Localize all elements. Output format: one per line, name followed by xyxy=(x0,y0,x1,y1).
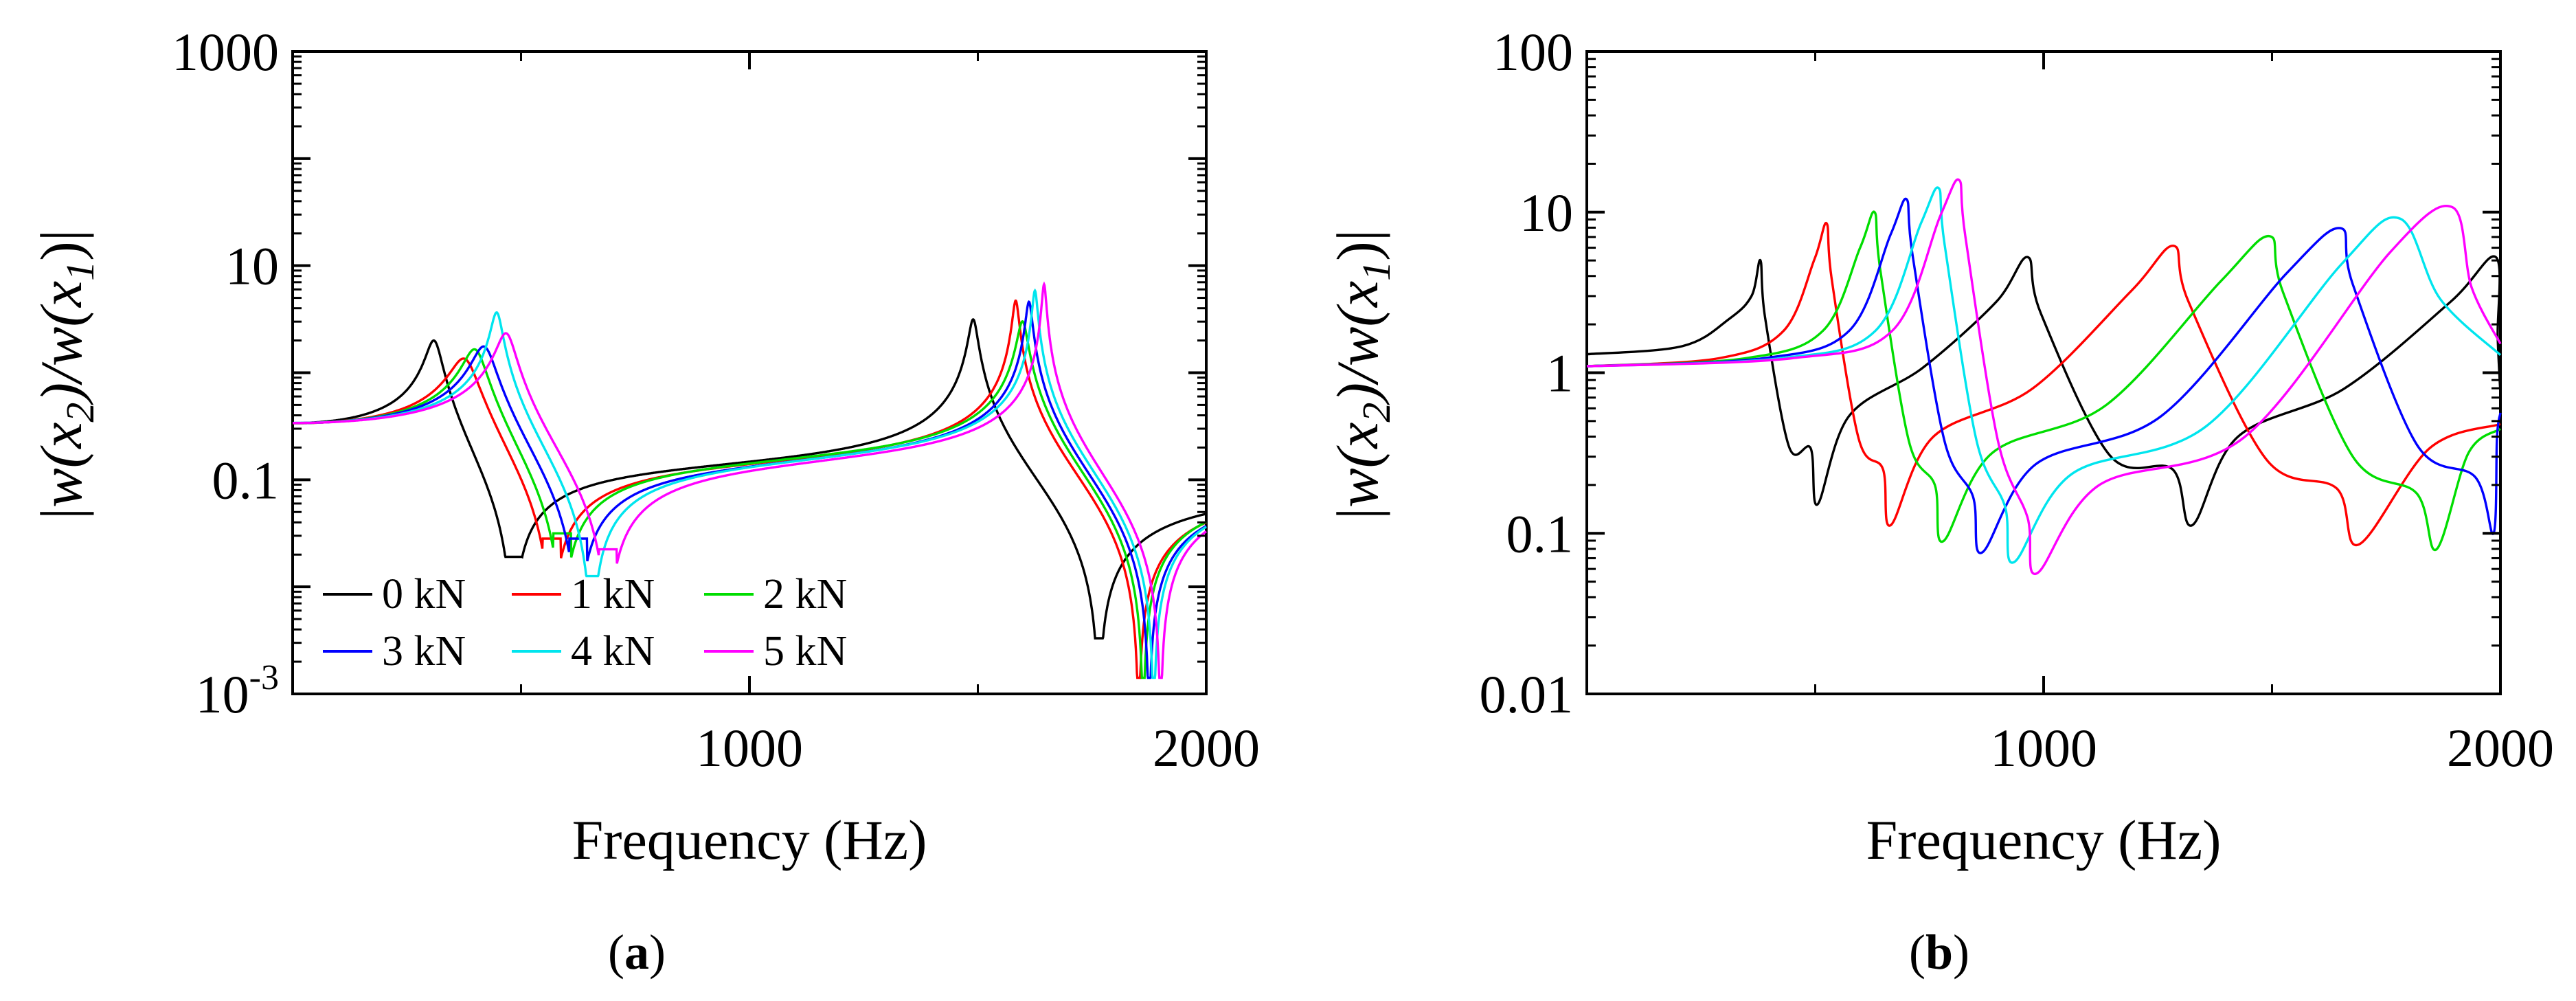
panel-a-x-axis-label: Frequency (Hz) xyxy=(572,809,927,871)
panel-a-series xyxy=(293,281,1207,679)
y-tick-label: 0.01 xyxy=(1480,664,1574,724)
y-tick-label: 1000 xyxy=(172,22,279,82)
panel-b-series-line xyxy=(1586,210,2502,552)
panel-b-sublabel: (b) xyxy=(1909,925,1969,980)
panel-a-legend: 0 kN 1 kN 2 kN 3 kN 4 kN 5 kN xyxy=(323,571,847,675)
x-tick-label: 1000 xyxy=(1990,718,2097,778)
panel-b-plot-frame xyxy=(1585,50,2502,695)
legend-label: 4 kN xyxy=(571,628,655,675)
panel-b: 100 10 1 0.1 0.01 1000 2000 Frequency (Hz) |w… xyxy=(1324,22,2554,980)
panel-b-series-line xyxy=(1586,255,2502,527)
panel-b-y-axis-label: |w(x2)/w(x1)| xyxy=(1324,229,1399,519)
panel-b-x-ticks: 1000 2000 xyxy=(1585,52,2554,778)
x-tick-label: 2000 xyxy=(2447,718,2554,778)
panel-a-series-line xyxy=(293,320,1207,679)
panel-a-x-ticks: 1000 2000 xyxy=(291,52,1260,778)
x-tick-label: 1000 xyxy=(696,718,803,778)
panel-a-y-axis-label: |w(x2)/w(x1)| xyxy=(28,229,102,519)
legend-label: 0 kN xyxy=(382,571,466,618)
legend-label: 2 kN xyxy=(763,571,847,618)
y-tick-label: 0.1 xyxy=(212,450,280,510)
panel-a-series-line xyxy=(293,318,1207,640)
y-tick-label: 10 xyxy=(1519,183,1573,243)
legend-label: 5 kN xyxy=(763,628,847,675)
panel-a-series-line xyxy=(293,299,1207,679)
panel-b-series xyxy=(1586,178,2502,575)
panel-b-series-line xyxy=(1586,186,2502,564)
y-tick-label-exponent: -3 xyxy=(249,658,279,697)
panel-b-series-line xyxy=(1586,178,2502,575)
panel-b-series-line xyxy=(1586,221,2501,547)
legend-label: 1 kN xyxy=(571,571,655,618)
y-tick-label-base: 10 xyxy=(196,664,249,724)
y-tick-label: 0.1 xyxy=(1506,504,1574,563)
panel-b-series-line xyxy=(1586,197,2502,554)
x-tick-label: 2000 xyxy=(1153,718,1260,778)
legend-label: 3 kN xyxy=(382,628,466,675)
panel-a-series-line xyxy=(293,300,1207,679)
panel-a-sublabel: (a) xyxy=(608,925,666,980)
panel-b-y-ticks: 100 10 1 0.1 0.01 xyxy=(1480,22,2500,724)
y-tick-label: 1 xyxy=(1546,344,1573,403)
y-tick-label: 10-3 xyxy=(196,658,279,724)
panel-a-series-line xyxy=(293,288,1207,679)
panel-a-series-line xyxy=(293,281,1207,679)
panel-b-x-axis-label: Frequency (Hz) xyxy=(1866,809,2222,871)
y-tick-label: 100 xyxy=(1493,22,1573,82)
y-tick-label: 10 xyxy=(225,236,279,296)
